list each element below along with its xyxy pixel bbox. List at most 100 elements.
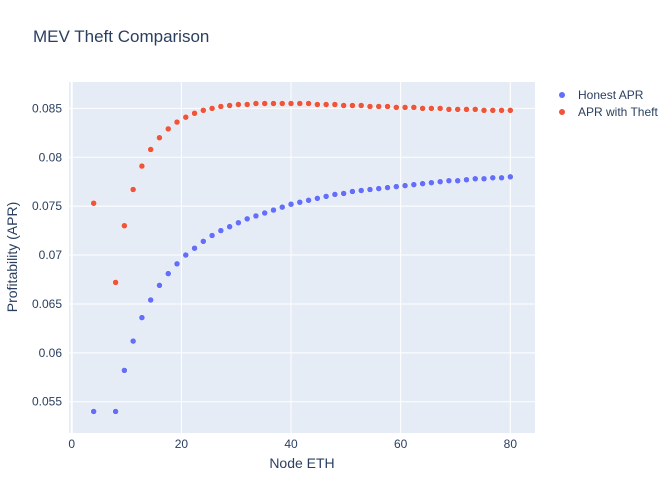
data-point	[340, 102, 347, 109]
data-point	[463, 176, 470, 184]
data-point	[156, 134, 163, 141]
legend-item[interactable]: APR with Theft	[559, 105, 658, 119]
x-tick-label: 0	[68, 437, 75, 451]
x-tick-label: 60	[394, 437, 408, 451]
data-point	[507, 107, 514, 114]
data-point	[498, 174, 505, 182]
data-point	[90, 199, 97, 207]
data-point	[428, 105, 435, 112]
data-point	[270, 100, 277, 107]
data-point	[454, 106, 461, 113]
y-tick-label: 0.07	[39, 248, 63, 262]
x-tick-label: 20	[175, 437, 189, 451]
data-point	[410, 181, 418, 188]
data-point	[200, 107, 207, 114]
data-point	[305, 197, 312, 204]
data-point	[331, 101, 339, 108]
data-point	[349, 102, 356, 109]
data-point	[322, 193, 330, 200]
x-axis-title: Node ETH	[269, 455, 334, 471]
data-point	[279, 203, 286, 211]
data-point	[173, 118, 181, 126]
y-tick-label: 0.06	[39, 346, 63, 360]
data-point	[252, 100, 260, 107]
data-point	[471, 106, 479, 113]
data-point	[463, 106, 470, 113]
y-tick-label: 0.08	[39, 150, 63, 164]
data-point	[480, 175, 488, 183]
data-point	[217, 103, 225, 110]
data-point	[121, 222, 128, 229]
data-point	[261, 100, 268, 107]
data-point	[384, 184, 391, 191]
x-tick-label: 40	[284, 437, 298, 451]
plot-area	[69, 82, 535, 433]
legend-label: Honest APR	[578, 88, 644, 102]
data-point	[340, 190, 347, 197]
data-point	[287, 200, 295, 208]
y-tick-label: 0.085	[32, 101, 62, 115]
data-point	[454, 177, 461, 184]
data-point	[270, 206, 277, 214]
data-point	[489, 107, 497, 114]
legend-item[interactable]: Honest APR	[559, 88, 644, 102]
data-point	[375, 103, 383, 110]
data-point	[191, 244, 198, 252]
data-point	[480, 107, 488, 114]
grid-lines	[69, 82, 535, 433]
data-point	[252, 212, 260, 220]
data-point	[112, 279, 119, 286]
data-point	[375, 185, 383, 192]
data-point	[393, 183, 400, 190]
data-point	[164, 125, 172, 133]
data-point	[90, 408, 97, 415]
data-point	[314, 101, 321, 108]
y-tick-label: 0.065	[32, 297, 62, 311]
legend-marker	[559, 109, 565, 115]
data-point	[445, 177, 453, 184]
data-point	[191, 110, 198, 117]
data-point	[419, 105, 426, 112]
data-point	[156, 282, 163, 289]
data-point	[428, 179, 435, 186]
data-point	[164, 270, 172, 277]
data-point	[419, 180, 426, 187]
data-points	[90, 100, 514, 415]
data-point	[296, 100, 304, 107]
data-point	[357, 102, 365, 109]
data-point	[182, 251, 190, 259]
data-point	[243, 101, 251, 108]
data-point	[489, 174, 497, 182]
data-point	[322, 101, 330, 108]
data-point	[410, 104, 418, 111]
data-point	[235, 219, 242, 227]
data-point	[331, 191, 339, 198]
data-point	[147, 146, 154, 153]
data-point	[182, 113, 190, 121]
data-point	[243, 215, 251, 223]
data-point	[349, 188, 356, 195]
data-point	[173, 260, 181, 268]
data-point	[129, 337, 137, 345]
data-point	[296, 199, 304, 206]
data-point	[235, 101, 242, 108]
data-point	[445, 106, 453, 113]
data-point	[279, 100, 286, 107]
data-point	[471, 175, 479, 183]
data-point	[366, 103, 374, 110]
y-tick-label: 0.075	[32, 199, 62, 213]
data-point	[498, 107, 505, 114]
legend-label: APR with Theft	[578, 105, 658, 119]
data-point	[314, 195, 321, 202]
series-honest-apr	[90, 173, 514, 415]
data-point	[401, 104, 409, 111]
legend-marker	[559, 92, 565, 98]
data-point	[121, 367, 128, 374]
data-point	[226, 102, 233, 109]
data-point	[401, 182, 409, 189]
data-point	[366, 186, 374, 193]
data-point	[129, 186, 137, 193]
data-point	[208, 105, 216, 112]
